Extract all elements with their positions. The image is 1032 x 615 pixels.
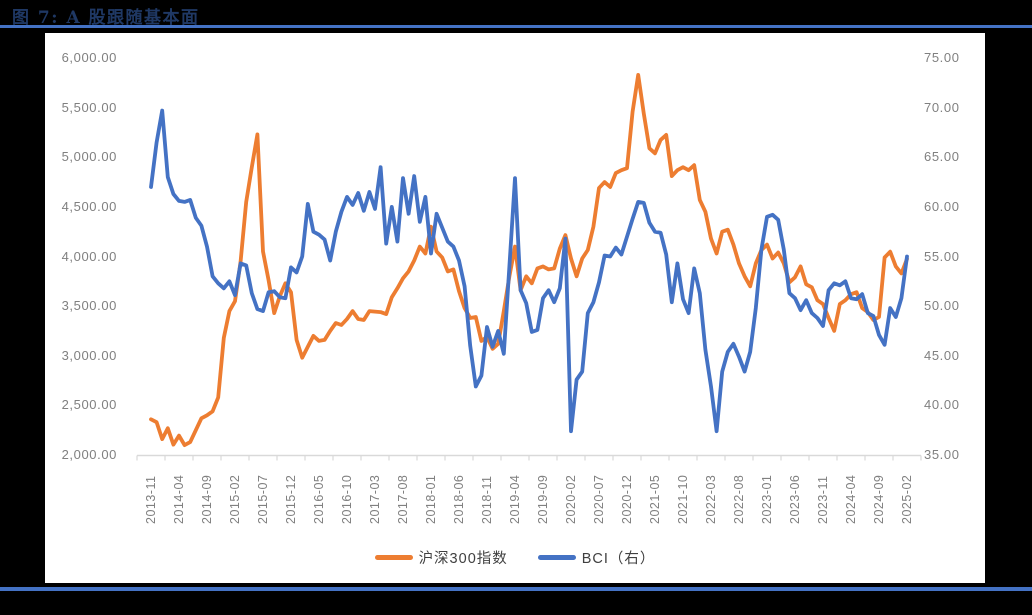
y-left-tick-label: 3,500.00	[61, 298, 117, 314]
x-tick-label: 2025-02	[900, 474, 914, 524]
y-left-tick-label: 5,500.00	[61, 99, 117, 115]
y-right-tick-label: 40.00	[924, 397, 960, 413]
x-tick-label: 2022-03	[704, 474, 718, 524]
x-tick-label: 2015-12	[284, 474, 298, 524]
chart-canvas	[136, 73, 922, 461]
x-tick-label: 2024-09	[872, 474, 886, 524]
x-tick-label: 2017-03	[368, 474, 382, 524]
x-tick-label: 2024-04	[844, 474, 858, 524]
y-left-tick-label: 6,000.00	[61, 50, 117, 65]
y-right-tick-label: 75.00	[924, 50, 960, 65]
csi300-line-swatch	[374, 555, 413, 560]
x-tick-label: 2014-04	[172, 474, 186, 524]
title-underline-rule	[0, 25, 1032, 28]
x-tick-label: 2023-01	[760, 474, 774, 524]
legend-item-bci: BCI（右）	[537, 547, 656, 568]
x-tick-label: 2021-10	[676, 474, 690, 524]
y-right-tick-label: 50.00	[924, 298, 960, 314]
x-tick-label: 2023-11	[816, 475, 830, 524]
x-tick-label: 2018-06	[452, 474, 466, 524]
y-right-tick-label: 65.00	[924, 149, 960, 165]
x-tick-label: 2022-08	[732, 474, 746, 524]
x-tick-label: 2019-04	[508, 474, 522, 524]
y-right-tick-label: 35.00	[924, 447, 960, 462]
x-tick-label: 2015-07	[256, 474, 270, 524]
x-tick-label: 2018-01	[424, 474, 438, 524]
legend-item-csi300: 沪深300指数	[374, 547, 508, 568]
x-tick-label: 2016-10	[340, 474, 354, 524]
x-tick-label: 2019-09	[536, 474, 550, 524]
x-tick-label: 2017-08	[396, 474, 410, 524]
csi300-line	[149, 73, 909, 448]
x-tick-label: 2021-05	[648, 474, 662, 524]
legend-label-csi300: 沪深300指数	[418, 551, 508, 567]
x-tick-label: 2014-09	[200, 474, 214, 524]
y-right-tick-label: 55.00	[924, 248, 960, 264]
x-tick-label: 2020-12	[620, 474, 634, 524]
y-left-tick-label: 4,500.00	[61, 198, 117, 214]
y-left-tick-label: 2,500.00	[61, 397, 117, 413]
x-tick-label: 2020-07	[592, 474, 606, 524]
bci-line	[149, 108, 909, 434]
x-tick-label: 2013-11	[144, 475, 158, 524]
legend-label-bci: BCI（右）	[581, 551, 656, 567]
bci-line-swatch	[537, 555, 576, 560]
y-left-tick-label: 3,000.00	[61, 347, 117, 363]
figure-title: 图 7: A 股跟随基本面	[12, 8, 200, 28]
y-right-tick-label: 45.00	[924, 347, 960, 363]
chart-panel: 6,000.00 5,500.00 5,000.00 4,500.00 4,000.00…	[45, 33, 985, 583]
y-left-tick-label: 4,000.00	[61, 248, 117, 264]
x-tick-label: 2018-11	[480, 475, 494, 524]
y-left-tick-label: 2,000.00	[61, 447, 117, 462]
figure-bottom-rule	[0, 587, 1032, 591]
y-right-tick-label: 70.00	[924, 99, 960, 115]
x-tick-label: 2016-05	[312, 474, 326, 524]
x-tick-label: 2015-02	[228, 474, 242, 524]
x-tick-label: 2020-02	[564, 474, 578, 524]
x-tick-label: 2023-06	[788, 474, 802, 524]
y-left-tick-label: 5,000.00	[61, 149, 117, 165]
y-right-tick-label: 60.00	[924, 198, 960, 214]
chart-legend: 沪深300指数 BCI（右）	[45, 547, 985, 568]
